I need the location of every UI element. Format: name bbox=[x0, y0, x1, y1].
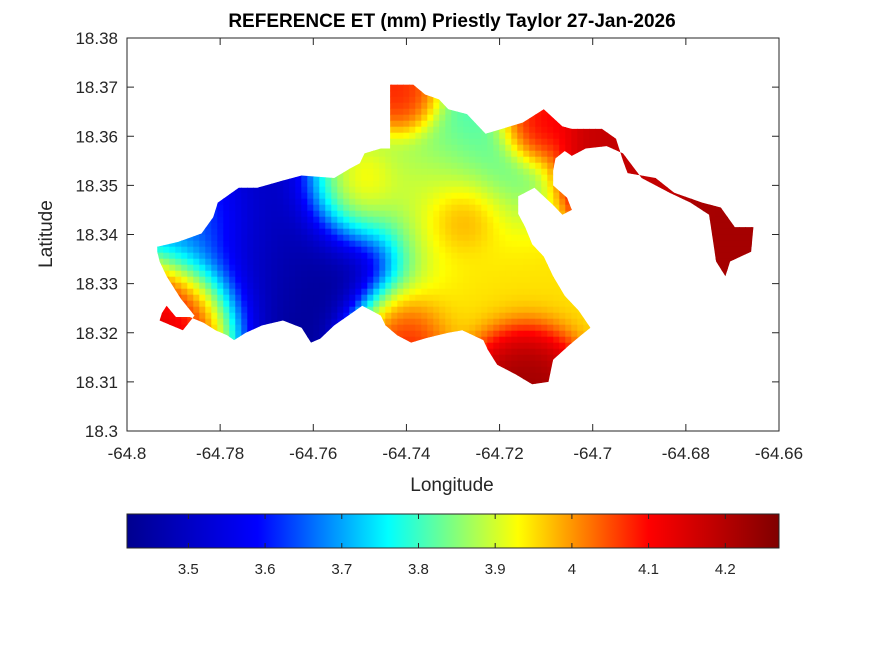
colorbar-tick-label: 3.8 bbox=[408, 561, 429, 578]
colorbar-tick-label: 3.6 bbox=[255, 561, 276, 578]
y-tick-label: 18.35 bbox=[75, 176, 118, 195]
colorbar-tick-label: 4.2 bbox=[715, 561, 736, 578]
colorbar-ticks: 3.5 3.6 3.7 3.8 3.9 4 4.1 4.2 bbox=[178, 514, 736, 578]
y-tick-label: 18.31 bbox=[75, 373, 118, 392]
x-tick-label: -64.66 bbox=[755, 444, 803, 463]
colorbar-tick-label: 3.7 bbox=[331, 561, 352, 578]
y-tick-label: 18.36 bbox=[75, 127, 118, 146]
x-tick-label: -64.78 bbox=[196, 444, 244, 463]
y-tick-label: 18.38 bbox=[75, 29, 118, 48]
chart-title: REFERENCE ET (mm) Priestly Taylor 27-Jan… bbox=[228, 11, 675, 32]
y-tick-label: 18.34 bbox=[75, 226, 118, 245]
colorbar-tick-label: 4.1 bbox=[638, 561, 659, 578]
x-tick-label: -64.76 bbox=[289, 444, 337, 463]
colorbar-tick-label: 4 bbox=[568, 561, 576, 578]
y-axis-ticks: 18.3 18.31 18.32 18.33 18.34 18.35 18.36 18.37 1… bbox=[75, 29, 779, 441]
colorbar-tick-label: 3.5 bbox=[178, 561, 199, 578]
x-tick-label: -64.68 bbox=[662, 444, 710, 463]
y-tick-label: 18.3 bbox=[85, 422, 118, 441]
y-tick-label: 18.32 bbox=[75, 324, 118, 343]
x-tick-label: -64.8 bbox=[108, 444, 147, 463]
x-axis-ticks: -64.8 -64.78 -64.76 -64.74 -64.72 -64.7 -64.68… bbox=[108, 38, 803, 463]
x-tick-label: -64.7 bbox=[573, 444, 612, 463]
x-axis-label: Longitude bbox=[410, 475, 493, 496]
x-tick-label: -64.72 bbox=[475, 444, 523, 463]
x-tick-label: -64.74 bbox=[382, 444, 430, 463]
y-tick-label: 18.33 bbox=[75, 275, 118, 294]
colorbar bbox=[126, 513, 780, 549]
y-tick-label: 18.37 bbox=[75, 78, 118, 97]
y-axis-label: Latitude bbox=[36, 200, 57, 268]
colorbar-tick-label: 3.9 bbox=[485, 561, 506, 578]
